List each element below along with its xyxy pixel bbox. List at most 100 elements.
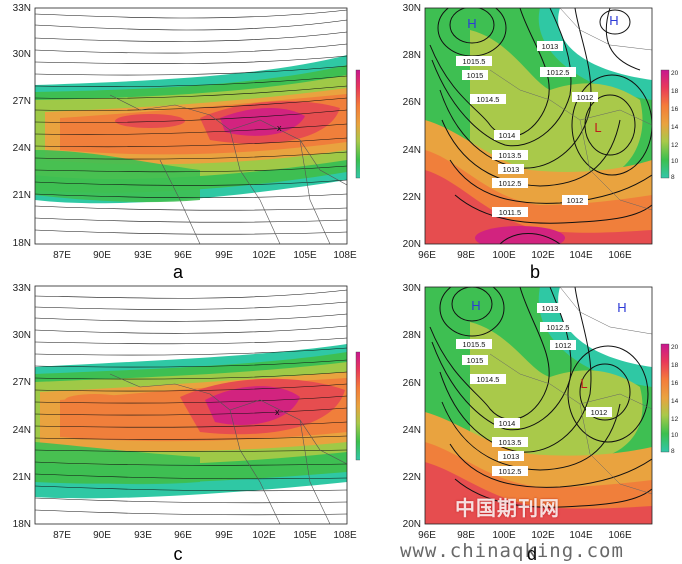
- panel-letter: a: [173, 262, 184, 282]
- lat-tick: 30N: [13, 330, 31, 341]
- panel-b-plot: 1015.5 1015 1014.5 1014 1013.5 1013 1012…: [403, 3, 679, 282]
- lat-tick: 20N: [403, 239, 421, 250]
- lon-tick: 105E: [293, 250, 317, 261]
- panel-d-plot: 1015.5 1015 1014.5 1014 1013.5 1013 1012…: [403, 283, 679, 564]
- lat-tick: 30N: [403, 3, 421, 14]
- lon-tick: 102E: [252, 250, 276, 261]
- low-pressure-label: L: [594, 120, 601, 135]
- colorbar-label: 18: [671, 362, 679, 369]
- lat-tick: 33N: [13, 3, 31, 14]
- contour-label: 1013: [542, 304, 559, 313]
- colorbar-label: 12: [671, 142, 679, 149]
- lon-tick: 108E: [333, 250, 357, 261]
- lon-tick: 98E: [457, 530, 475, 541]
- lon-tick: 100E: [492, 530, 516, 541]
- lon-tick: 93E: [134, 250, 152, 261]
- lat-tick: 27N: [13, 377, 31, 388]
- contour-label: 1015.5: [463, 57, 486, 66]
- contour-label: 1014: [499, 419, 516, 428]
- colorbar-label: 14: [671, 124, 679, 131]
- lat-tick: 18N: [13, 519, 31, 530]
- panel-a: x 28 26 24 22 20 18 16 33N 30N 27N 24N 2…: [0, 0, 375, 287]
- contour-label: 1012.5: [547, 68, 570, 77]
- lon-tick: 96E: [174, 530, 192, 541]
- panel-d: 1015.5 1015 1014.5 1014 1013.5 1013 1012…: [380, 282, 682, 564]
- lat-tick: 30N: [13, 49, 31, 60]
- lat-tick: 21N: [13, 190, 31, 201]
- lat-tick: 24N: [403, 425, 421, 436]
- contour-label: 1013.5: [499, 151, 522, 160]
- colorbar-label: 8: [671, 448, 675, 455]
- panel-c-plot: x 28 26 24 22 20 18 16 33N 30N 27N 24N 2…: [13, 283, 375, 564]
- contour-label: 1013: [503, 452, 520, 461]
- contour-label: 1013: [542, 42, 559, 51]
- lon-tick: 105E: [293, 530, 317, 541]
- high-pressure-label: H: [609, 13, 618, 28]
- panel-c: x 28 26 24 22 20 18 16 33N 30N 27N 24N 2…: [0, 282, 375, 564]
- colorbar-label: 20: [671, 70, 679, 77]
- lat-tick: 26N: [403, 378, 421, 389]
- contour-label: 1012.5: [499, 179, 522, 188]
- panel-letter: b: [530, 262, 540, 282]
- lon-tick: 100E: [492, 250, 516, 261]
- contour-label: 1015: [467, 71, 484, 80]
- colorbar-label: 20: [671, 344, 679, 351]
- contour-label: 1015: [467, 356, 484, 365]
- contour-label: 1012: [591, 408, 608, 417]
- lat-tick: 27N: [13, 96, 31, 107]
- lat-tick: 24N: [13, 143, 31, 154]
- panel-a-plot: x 28 26 24 22 20 18 16 33N 30N 27N 24N 2…: [13, 3, 375, 282]
- lon-tick: 96E: [418, 530, 436, 541]
- contour-label: 1013: [503, 165, 520, 174]
- watermark-chinese: 中国期刊网: [455, 496, 560, 520]
- high-pressure-label: H: [467, 16, 476, 31]
- lon-tick: 104E: [569, 250, 593, 261]
- lon-tick: 106E: [608, 530, 632, 541]
- lon-tick: 99E: [215, 250, 233, 261]
- contour-label: 1014.5: [477, 375, 500, 384]
- lat-tick: 22N: [403, 192, 421, 203]
- lon-tick: 102E: [531, 250, 555, 261]
- lat-tick: 21N: [13, 472, 31, 483]
- colorbar-label: 18: [671, 88, 679, 95]
- contour-label: 1012.5: [499, 467, 522, 476]
- lat-tick: 24N: [403, 145, 421, 156]
- colorbar-label: 8: [671, 174, 675, 181]
- lon-tick: 102E: [531, 530, 555, 541]
- lat-tick: 30N: [403, 283, 421, 294]
- svg-text:x: x: [277, 123, 282, 133]
- high-pressure-label: H: [617, 300, 626, 315]
- lat-tick: 33N: [13, 283, 31, 294]
- svg-text:x: x: [275, 407, 280, 417]
- lat-tick: 28N: [403, 330, 421, 341]
- contour-label: 1014: [499, 131, 516, 140]
- low-pressure-label: L: [580, 376, 587, 391]
- colorbar-label: 10: [671, 432, 679, 439]
- lon-tick: 87E: [53, 530, 71, 541]
- contour-label: 1012.5: [547, 323, 570, 332]
- lon-tick: 104E: [569, 530, 593, 541]
- lat-tick: 28N: [403, 50, 421, 61]
- lat-tick: 18N: [13, 238, 31, 249]
- lat-tick: 24N: [13, 425, 31, 436]
- lon-tick: 87E: [53, 250, 71, 261]
- lon-tick: 96E: [174, 250, 192, 261]
- colorbar-label: 12: [671, 416, 679, 423]
- lat-tick: 20N: [403, 519, 421, 530]
- lon-tick: 99E: [215, 530, 233, 541]
- lon-tick: 93E: [134, 530, 152, 541]
- lon-tick: 90E: [93, 250, 111, 261]
- lon-tick: 90E: [93, 530, 111, 541]
- contour-label: 1012: [555, 341, 572, 350]
- lon-tick: 96E: [418, 250, 436, 261]
- lat-tick: 22N: [403, 472, 421, 483]
- panel-b: 1015.5 1015 1014.5 1014 1013.5 1013 1012…: [380, 0, 682, 287]
- lon-tick: 98E: [457, 250, 475, 261]
- high-pressure-label: H: [471, 298, 480, 313]
- lon-tick: 108E: [333, 530, 357, 541]
- contour-label: 1012: [577, 93, 594, 102]
- contour-label: 1012: [567, 196, 584, 205]
- lon-tick: 106E: [608, 250, 632, 261]
- panel-letter: c: [174, 544, 183, 564]
